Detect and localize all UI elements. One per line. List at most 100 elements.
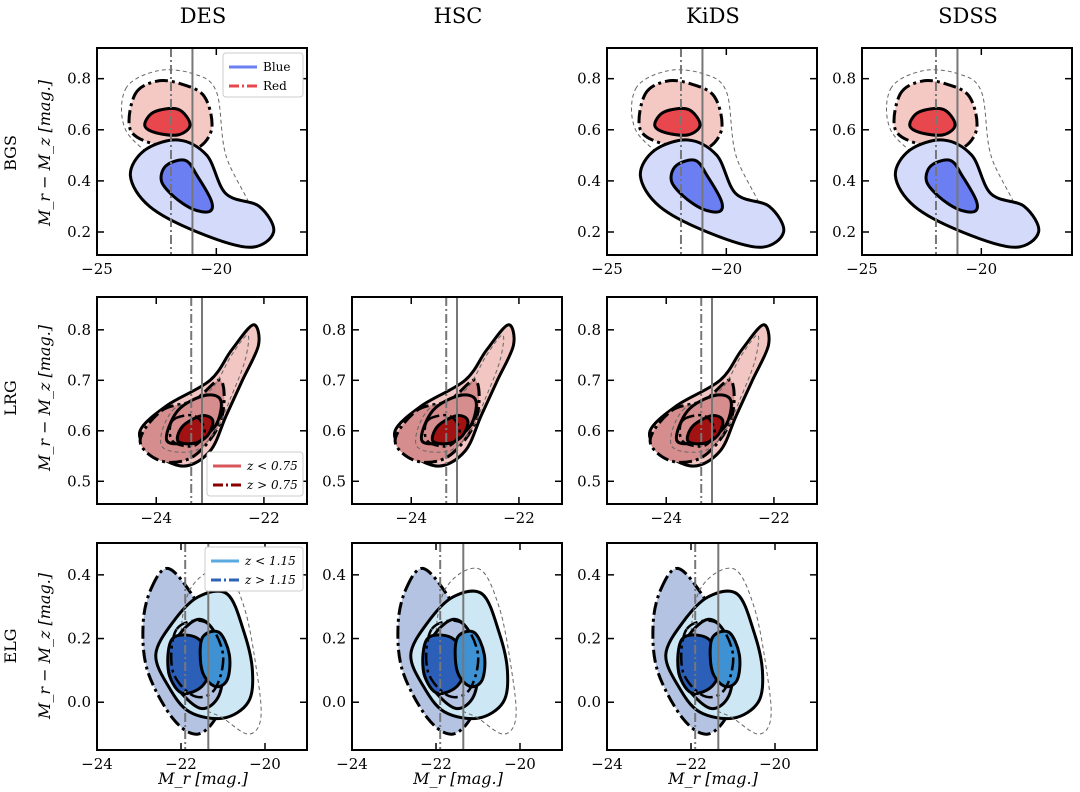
x-tick-label: −20 (200, 260, 232, 278)
contour-4 (924, 158, 979, 214)
plot-area (651, 543, 772, 750)
panels-group: −25 −20 0.2 0.4 0.6 0.8 Blue Red −25 −20 0.2 0.4 0.6… (67, 47, 1073, 773)
contour-1 (653, 106, 702, 137)
y-tick-label: 0.7 (67, 371, 91, 389)
contour-1 (143, 106, 192, 137)
y-tick-label: 0.4 (577, 566, 601, 584)
y-tick-label: 0.2 (67, 630, 91, 648)
x-tick-label: −22 (758, 509, 790, 527)
y-axis-label-lrg: M_r − M_z [mag.] (35, 324, 54, 472)
column-title-kids: KiDS (686, 4, 740, 28)
contour-5 (198, 629, 232, 689)
column-title-des: DES (180, 4, 227, 28)
x-tick-label: −22 (165, 755, 197, 773)
y-tick-label: 0.0 (577, 693, 601, 711)
row-title-bgs: BGS (1, 135, 20, 171)
y-tick-label: 0.6 (322, 422, 346, 440)
x-tick-label: −20 (759, 755, 791, 773)
legend-label-0: Blue (263, 60, 291, 74)
x-tick-label: −24 (395, 509, 427, 527)
x-tick-label: −24 (140, 509, 172, 527)
axes-frame (351, 542, 563, 751)
panel-elg-des: −24 −22 −20 0.0 0.2 0.4 z < 1.15 z > 1.15 (67, 542, 308, 773)
plot-area (885, 48, 1041, 255)
legend: Blue Red (222, 52, 304, 98)
y-tick-label: 0.7 (577, 371, 601, 389)
contour-5 (708, 629, 742, 689)
contour-2 (415, 334, 505, 453)
x-tick-label: −20 (249, 755, 281, 773)
column-title-sdss: SDSS (938, 4, 998, 28)
y-tick-label: 0.2 (577, 223, 601, 241)
legend-label-1: z > 1.15 (244, 573, 296, 587)
y-tick-label: 0.5 (322, 472, 346, 490)
x-tick-label: −20 (965, 260, 997, 278)
x-tick-label: −22 (420, 755, 452, 773)
contour-4 (159, 158, 214, 214)
panel-bgs-des: −25 −20 0.2 0.4 0.6 0.8 Blue Red (67, 47, 308, 278)
y-tick-label: 0.6 (577, 422, 601, 440)
y-tick-label: 0.2 (322, 630, 346, 648)
plot-area (630, 48, 786, 255)
y-tick-label: 0.8 (832, 70, 856, 88)
y-tick-label: 0.8 (67, 70, 91, 88)
y-tick-label: 0.0 (322, 693, 346, 711)
legend: z < 0.75 z > 0.75 (206, 451, 304, 497)
legend-label-1: Red (263, 79, 287, 93)
axes-frame (96, 47, 308, 256)
x-tick-label: −20 (710, 260, 742, 278)
column-title-hsc: HSC (434, 4, 483, 28)
row-title-lrg: LRG (1, 380, 20, 415)
y-tick-label: 0.6 (577, 121, 601, 139)
plot-area (120, 48, 276, 255)
y-tick-label: 0.7 (322, 371, 346, 389)
x-tick-label: −25 (591, 260, 623, 278)
x-tick-label: −24 (591, 755, 623, 773)
panel-lrg-des: −24 −22 0.5 0.6 0.7 0.8 z < 0.75 z > 0.75 (67, 296, 308, 527)
x-axis-label-des: M_r [mag.] (157, 769, 248, 788)
axes-frame (351, 296, 563, 505)
x-tick-label: −25 (81, 260, 113, 278)
y-tick-label: 0.6 (67, 121, 91, 139)
legend-label-1: z > 0.75 (246, 478, 298, 492)
x-tick-label: −22 (675, 755, 707, 773)
x-tick-label: −25 (846, 260, 878, 278)
contour-5 (453, 629, 487, 689)
x-tick-label: −22 (248, 509, 280, 527)
axes-frame (606, 296, 818, 505)
x-tick-label: −24 (650, 509, 682, 527)
plot-area (392, 297, 516, 504)
y-tick-label: 0.2 (832, 223, 856, 241)
panel-lrg-kids: −24 −22 0.5 0.6 0.7 0.8 (577, 296, 818, 527)
y-tick-label: 0.4 (322, 566, 346, 584)
legend-label-0: z < 1.15 (244, 554, 296, 568)
plot-area (137, 297, 261, 504)
legend: z < 1.15 z > 1.15 (204, 546, 304, 592)
x-tick-label: −22 (503, 509, 535, 527)
y-tick-label: 0.5 (67, 472, 91, 490)
panel-bgs-sdss: −25 −20 0.2 0.4 0.6 0.8 (832, 47, 1073, 278)
contour-1 (908, 106, 957, 137)
x-axis-label-kids: M_r [mag.] (667, 769, 758, 788)
y-tick-label: 0.8 (67, 321, 91, 339)
y-tick-label: 0.4 (832, 172, 856, 190)
contour-6 (679, 619, 735, 699)
axes-frame (96, 542, 308, 751)
axes-frame (861, 47, 1073, 256)
x-tick-label: −24 (81, 755, 113, 773)
y-tick-label: 0.4 (67, 566, 91, 584)
y-tick-label: 0.8 (577, 321, 601, 339)
panel-elg-kids: −24 −22 −20 0.0 0.2 0.4 (577, 542, 818, 773)
y-axis-label-elg: M_r − M_z [mag.] (35, 572, 54, 720)
axes-frame (606, 542, 818, 751)
plot-area (396, 543, 517, 750)
axes-frame (96, 296, 308, 505)
y-tick-label: 0.8 (322, 321, 346, 339)
y-tick-label: 0.0 (67, 693, 91, 711)
contour-6 (169, 619, 225, 699)
x-tick-label: −20 (504, 755, 536, 773)
y-tick-label: 0.2 (67, 223, 91, 241)
contour-2 (670, 334, 760, 453)
panel-lrg-hsc: −24 −22 0.5 0.6 0.7 0.8 (322, 296, 563, 527)
